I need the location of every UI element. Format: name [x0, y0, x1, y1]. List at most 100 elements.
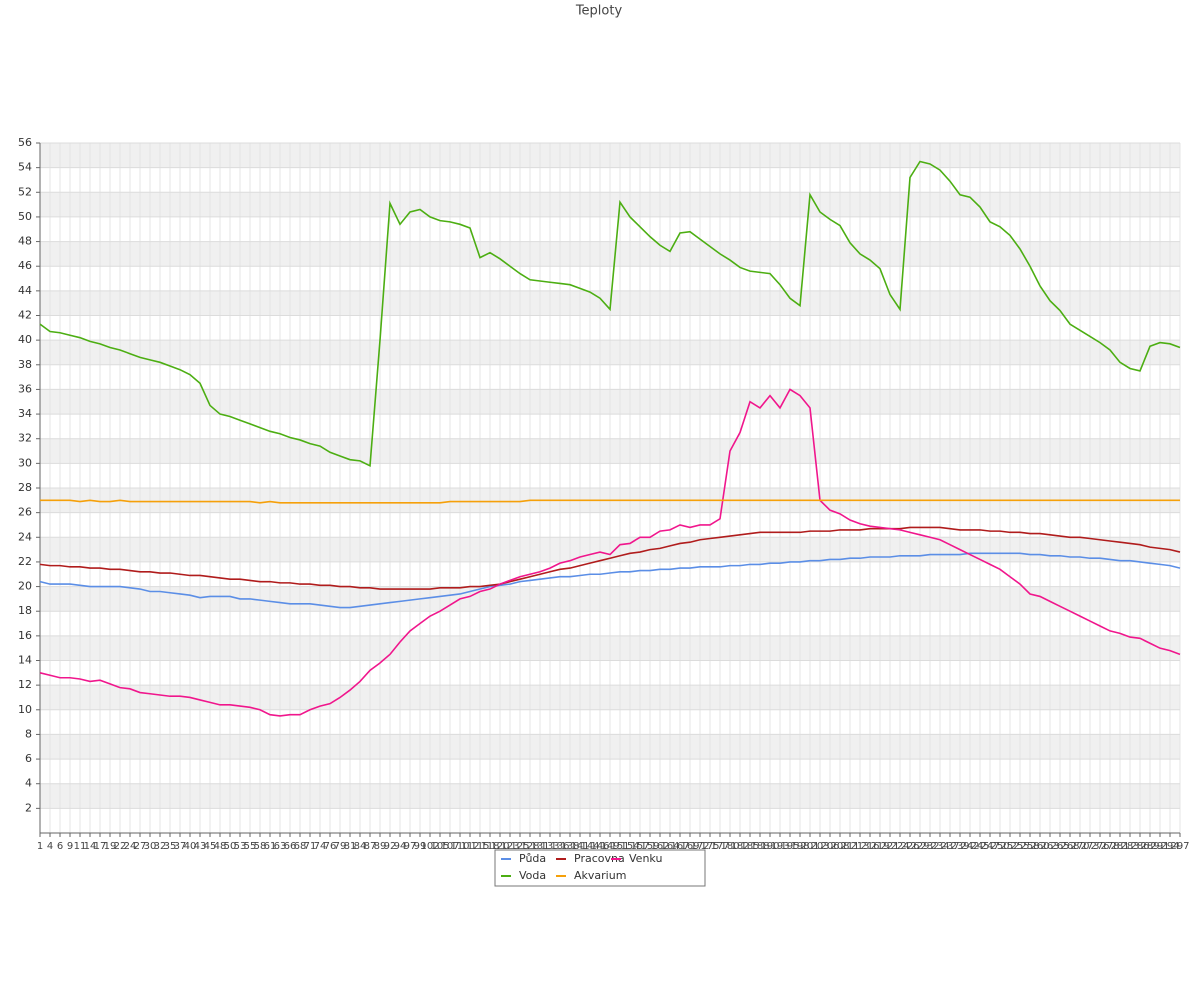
y-tick-label: 48	[18, 235, 32, 248]
x-tick-label: 74	[314, 841, 327, 852]
x-tick-label: 55	[244, 841, 257, 852]
x-tick-label: 133	[540, 841, 559, 852]
x-tick-label: 159	[640, 841, 659, 852]
y-tick-label: 30	[18, 456, 32, 469]
y-tick-label: 2	[25, 801, 32, 814]
x-tick-label: 105	[430, 841, 449, 852]
x-tick-label: 79	[334, 841, 347, 852]
x-tick-label: 32	[154, 841, 167, 852]
legend-box	[494, 849, 706, 887]
x-tick-label: 237	[940, 841, 959, 852]
x-tick-label: 263	[1040, 841, 1059, 852]
x-tick-label: 190	[760, 841, 779, 852]
y-tick-label: 28	[18, 481, 32, 494]
x-tick-label: 221	[880, 841, 899, 852]
x-tick-label: 19	[104, 841, 117, 852]
y-tick-label: 54	[18, 161, 32, 174]
x-tick-label: 252	[1000, 841, 1019, 852]
x-tick-label: 94	[394, 841, 407, 852]
y-tick-label: 10	[18, 703, 32, 716]
x-tick-label: 144	[580, 841, 599, 852]
x-tick-label: 45	[204, 841, 217, 852]
x-tick-label: 4	[47, 841, 53, 852]
x-tick-label: 81	[344, 841, 357, 852]
x-tick-label: 22	[114, 841, 127, 852]
x-tick-label: 232	[920, 841, 939, 852]
y-tick-label: 46	[18, 259, 32, 272]
x-tick-label: 242	[960, 841, 979, 852]
x-tick-label: 201	[800, 841, 819, 852]
x-tick-label: 115	[470, 841, 489, 852]
x-tick-label: 9	[67, 841, 73, 852]
x-tick-label: 169	[680, 841, 699, 852]
x-tick-label: 273	[1080, 841, 1099, 852]
x-tick-label: 198	[790, 841, 809, 852]
x-tick-label: 255	[1010, 841, 1029, 852]
x-tick-label: 226	[900, 841, 919, 852]
y-tick-label: 40	[18, 333, 32, 346]
x-tick-label: 138	[560, 841, 579, 852]
x-tick-label: 63	[274, 841, 287, 852]
y-tick-label: 42	[18, 309, 32, 322]
y-tick-label: 26	[18, 506, 32, 519]
x-tick-label: 247	[980, 841, 999, 852]
x-tick-label: 182	[730, 841, 749, 852]
x-tick-label: 97	[404, 841, 417, 852]
x-tick-label: 294	[1160, 841, 1179, 852]
x-tick-label: 278	[1100, 841, 1119, 852]
x-tick-label: 84	[354, 841, 367, 852]
chart-title: Teploty	[575, 4, 623, 19]
y-tick-label: 4	[25, 777, 32, 790]
x-tick-label: 17	[94, 841, 107, 852]
y-tick-label: 20	[18, 580, 32, 593]
x-tick-label: 289	[1140, 841, 1159, 852]
x-tick-label: 71	[304, 841, 317, 852]
x-tick-label: 268	[1060, 841, 1079, 852]
x-tick-label: 123	[500, 841, 519, 852]
x-tick-label: 61	[264, 841, 277, 852]
series-line	[39, 160, 1181, 468]
y-tick-label: 12	[18, 678, 32, 691]
x-tick-label: 260	[1030, 841, 1049, 852]
x-tick-label: 167	[670, 841, 689, 852]
x-tick-label: 208	[830, 841, 849, 852]
x-tick-label: 188	[750, 841, 769, 852]
x-tick-label: 87	[364, 841, 377, 852]
x-tick-label: 107	[440, 841, 459, 852]
x-tick-label: 53	[234, 841, 247, 852]
x-tick-label: 6	[57, 841, 63, 852]
legend-label: Půda	[519, 852, 546, 865]
x-tick-label: 216	[860, 841, 879, 852]
x-tick-label: 283	[1120, 841, 1139, 852]
x-tick-label: 58	[254, 841, 267, 852]
x-tick-label: 286	[1130, 841, 1149, 852]
x-tick-label: 24	[124, 841, 137, 852]
x-tick-label: 297	[1170, 841, 1189, 852]
x-tick-label: 270	[1070, 841, 1089, 852]
series-line	[39, 552, 1181, 609]
x-tick-label: 141	[570, 841, 589, 852]
x-tick-label: 66	[284, 841, 297, 852]
x-tick-label: 99	[414, 841, 427, 852]
x-tick-label: 68	[294, 841, 307, 852]
y-tick-label: 16	[18, 629, 32, 642]
y-tick-label: 38	[18, 358, 32, 371]
x-tick-label: 265	[1050, 841, 1069, 852]
x-tick-label: 276	[1090, 841, 1109, 852]
x-tick-label: 146	[590, 841, 609, 852]
x-tick-label: 89	[374, 841, 387, 852]
x-tick-label: 14	[84, 841, 97, 852]
x-tick-label: 281	[1110, 841, 1129, 852]
x-tick-label: 258	[1020, 841, 1039, 852]
x-tick-label: 154	[620, 841, 639, 852]
x-tick-label: 128	[520, 841, 539, 852]
x-tick-label: 193	[770, 841, 789, 852]
x-tick-label: 151	[610, 841, 629, 852]
y-tick-label: 24	[18, 530, 32, 543]
legend-label: Venku	[629, 852, 662, 865]
x-tick-label: 11	[74, 841, 87, 852]
y-tick-label: 52	[18, 185, 32, 198]
x-tick-label: 37	[174, 841, 187, 852]
legend-label: Voda	[519, 869, 546, 882]
x-tick-label: 136	[550, 841, 569, 852]
